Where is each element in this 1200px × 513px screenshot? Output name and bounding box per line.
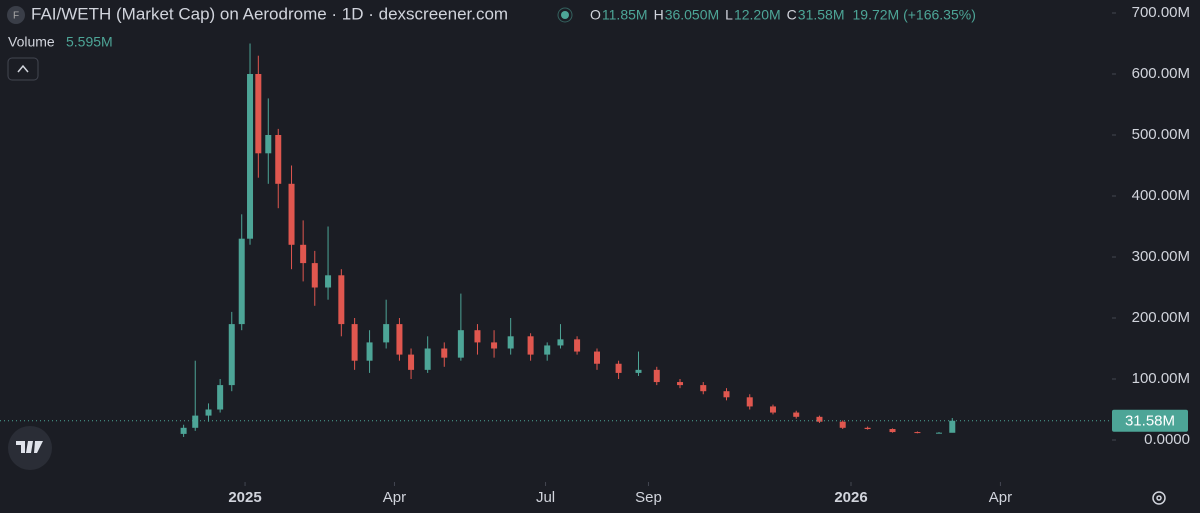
last-price-box <box>1112 409 1188 432</box>
y-tick-label: 0.0000 <box>1144 431 1190 448</box>
settings-icon-center <box>1156 495 1162 501</box>
candle-body <box>936 432 943 434</box>
candle-body <box>746 397 753 407</box>
candle-body <box>338 275 345 325</box>
x-tick-label: Apr <box>989 489 1012 506</box>
candle-body <box>424 348 431 370</box>
candle-body <box>383 324 390 343</box>
candle-body <box>677 382 684 386</box>
ohlc-key: H <box>654 7 664 23</box>
candle-body <box>769 406 776 413</box>
candle-body <box>441 348 448 358</box>
candle-body <box>700 385 707 392</box>
y-tick-label: 600.00M <box>1132 65 1190 82</box>
candle-body <box>228 324 235 386</box>
candle-body <box>474 330 481 343</box>
logo <box>16 441 43 453</box>
candle-body <box>864 427 871 430</box>
y-tick-label: 700.00M <box>1132 4 1190 21</box>
candle-body <box>949 420 956 433</box>
candle-body <box>255 74 262 154</box>
candle-body <box>238 238 245 325</box>
candle-body <box>217 385 224 410</box>
candle-body <box>351 324 358 361</box>
ohlc-legend: O 11.85M H 36.050M L 12.20M C 31.58M 19.72M (+16… <box>590 7 976 23</box>
candle-body <box>914 432 921 434</box>
volume-label: Volume <box>8 34 55 50</box>
candle-body <box>635 369 642 373</box>
candle-body <box>653 369 660 383</box>
candle-body <box>265 135 272 154</box>
ohlc-value: 12.20M <box>734 7 781 23</box>
collapse-button[interactable] <box>7 57 39 81</box>
candle-body <box>793 412 800 417</box>
y-tick-label: 300.00M <box>1132 248 1190 265</box>
status-dot <box>561 11 569 19</box>
candle-body <box>192 415 199 428</box>
candle-body <box>300 244 307 264</box>
ohlc-key: C <box>787 7 797 23</box>
candle-body <box>889 429 896 433</box>
x-tick-label: 2026 <box>834 489 867 506</box>
candle-body <box>557 339 564 346</box>
candle-body <box>180 427 187 434</box>
candle-body <box>816 416 823 422</box>
y-tick-label: 500.00M <box>1132 126 1190 143</box>
candle-body <box>457 330 464 358</box>
token-icon-letter: F <box>13 11 19 22</box>
x-tick-label: Jul <box>536 489 555 506</box>
candle-body <box>594 351 601 364</box>
ohlc-key: L <box>725 7 733 23</box>
candle-body <box>491 342 498 349</box>
y-tick-label: 200.00M <box>1132 309 1190 326</box>
chart-title: FAI/WETH (Market Cap) on Aerodrome · 1D … <box>31 4 508 23</box>
candle-body <box>325 275 332 288</box>
ohlc-value: 36.050M <box>665 7 719 23</box>
collapse-icon <box>17 64 29 73</box>
candle-body <box>275 135 282 184</box>
candle-body <box>408 354 415 370</box>
token-icon <box>7 6 25 24</box>
ohlc-value: 11.85M <box>602 7 648 23</box>
candle-body <box>366 342 373 361</box>
y-tick-label: 400.00M <box>1132 187 1190 204</box>
candle-body <box>544 345 551 355</box>
volume-value: 5.595M <box>66 34 113 50</box>
candle-body <box>288 183 295 245</box>
candle-body <box>247 74 254 239</box>
y-tick-label: 100.00M <box>1132 370 1190 387</box>
candle-body <box>839 421 846 428</box>
settings-icon[interactable] <box>1152 491 1166 505</box>
x-tick-label: Apr <box>383 489 406 506</box>
plot: 0.0000 100.00M 200.00M 300.00M 400.00M 500.00… <box>0 4 1190 506</box>
candle-body <box>723 391 730 398</box>
candle-body <box>615 363 622 373</box>
ohlc-value: 31.58M <box>798 7 845 23</box>
candle-body <box>507 336 514 349</box>
candle-body <box>574 339 581 352</box>
ohlc-key: O <box>590 7 601 23</box>
candle-body <box>311 263 318 288</box>
status-ring <box>557 7 573 23</box>
last-price-label: 31.58M <box>1125 413 1175 430</box>
change-value: 19.72M (+166.35%) <box>853 7 976 23</box>
candle-body <box>205 409 212 416</box>
x-tick-label: Sep <box>635 489 662 506</box>
x-tick-label: 2025 <box>228 489 261 506</box>
candle-body <box>527 336 534 355</box>
candle-body <box>396 324 403 355</box>
